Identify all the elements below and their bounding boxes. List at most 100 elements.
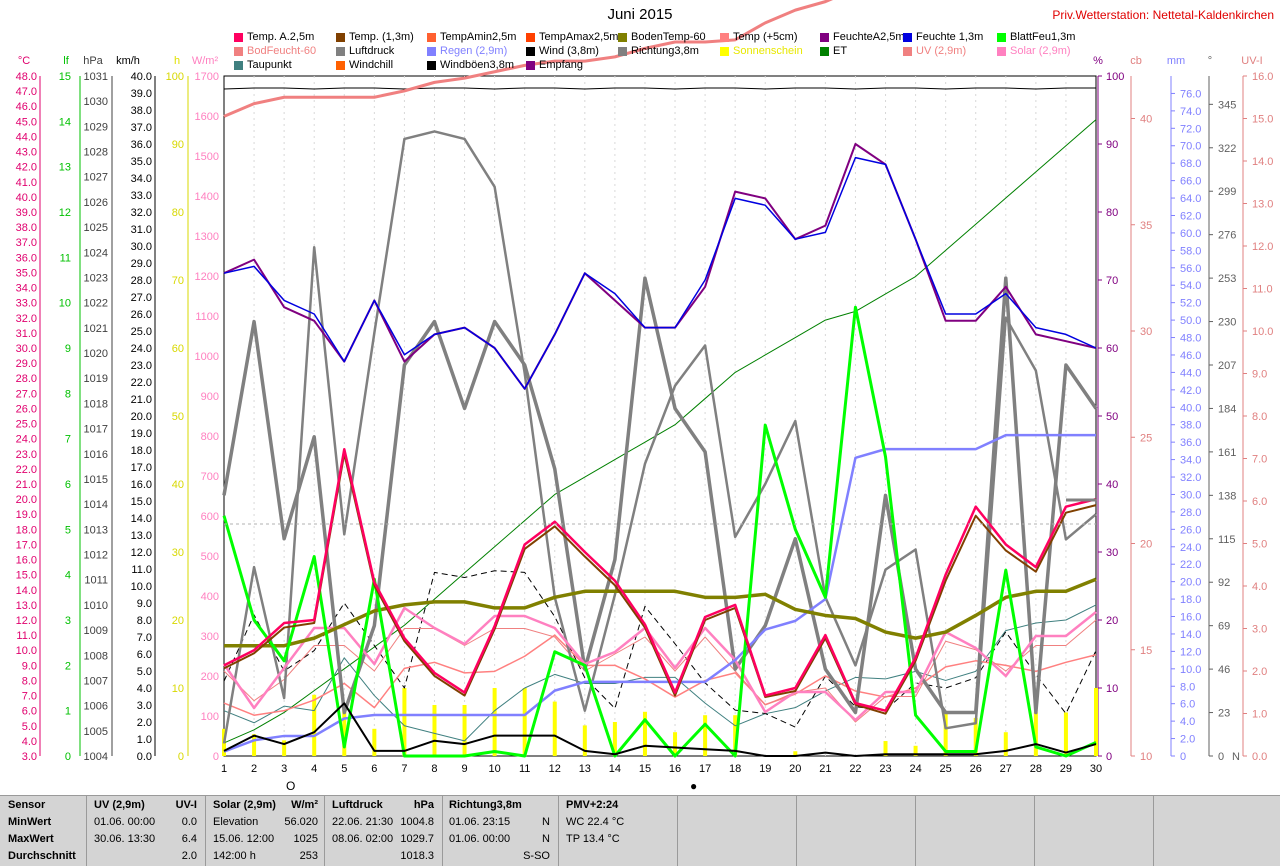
axis-tick-kmh: 19.0 [131, 428, 152, 440]
legend-swatch [820, 32, 829, 42]
axis-tick-temp: 7.0 [22, 691, 37, 703]
pressure-avg-value: 1018.3 [400, 850, 434, 862]
sunshine-bar [703, 715, 708, 756]
axis-tick-mm: 38.0 [1180, 420, 1201, 432]
x-tick-label: 16 [669, 763, 681, 775]
axis-tick-hpa: 1021 [84, 323, 108, 335]
axis-tick-kmh: 36.0 [131, 139, 152, 151]
axis-tick-mm: 46.0 [1180, 350, 1201, 362]
axis-tick-temp: 5.0 [22, 721, 37, 733]
axis-tick-mm: 26.0 [1180, 524, 1201, 536]
axis-tick-lf: 3 [65, 615, 71, 627]
pressure-min-value: 1004.8 [400, 816, 434, 828]
axis-tick-temp: 9.0 [22, 660, 37, 672]
axis-tick-temp: 31.0 [16, 328, 37, 340]
legend-label: ET [833, 45, 848, 57]
legend-swatch [820, 46, 829, 56]
axis-tick-temp: 39.0 [16, 207, 37, 219]
axis-tick-kmh: 27.0 [131, 292, 152, 304]
axis-tick-lf: 12 [59, 207, 71, 219]
axis-tick-deg-north: N [1232, 751, 1240, 763]
direction-header: Richtung3,8m [449, 799, 522, 811]
legend-label: Temp (+5cm) [733, 31, 798, 43]
legend-item: BodenTemp-60 [618, 31, 706, 43]
axis-tick-temp: 35.0 [16, 267, 37, 279]
solar-hours: 142:00 h [213, 850, 256, 862]
axis-tick-pct: 20 [1106, 615, 1118, 627]
axis-tick-mm: 16.0 [1180, 612, 1201, 624]
axis-tick-kmh: 32.0 [131, 207, 152, 219]
info-pressure-column: Luftdruck hPa 22.06. 21:30 1004.8 08.06. 0… [325, 796, 443, 866]
axis-tick-temp: 34.0 [16, 283, 37, 295]
axis-tick-kmh: 25.0 [131, 326, 152, 338]
axis-tick-lf: 5 [65, 524, 71, 536]
axis-tick-deg: 253 [1218, 273, 1236, 285]
axis-tick-wm2: 100 [201, 711, 219, 723]
axis-tick-hpa: 1007 [84, 675, 108, 687]
axis-tick-hpa: 1025 [84, 222, 108, 234]
legend-label: Luftdruck [349, 45, 395, 57]
axis-tick-mm: 20.0 [1180, 577, 1201, 589]
axis-tick-h: 50 [172, 411, 184, 423]
legend-label: BodFeucht-60 [247, 45, 317, 57]
sunshine-bar [462, 705, 467, 756]
axis-tick-hpa: 1008 [84, 650, 108, 662]
sunshine-bar [883, 741, 888, 756]
legend-swatch [336, 60, 345, 70]
x-tick-label: 19 [759, 763, 771, 775]
axis-tick-temp: 48.0 [16, 71, 37, 83]
info-uv-column: UV (2,9m) UV-I 01.06. 00:00 0.0 30.06. 13:… [87, 796, 206, 866]
axis-tick-kmh: 11.0 [131, 564, 152, 576]
axis-tick-hpa: 1022 [84, 298, 108, 310]
axis-tick-hpa: 1020 [84, 348, 108, 360]
uv-header: UV (2,9m) [94, 799, 145, 811]
axis-tick-kmh: 17.0 [131, 462, 152, 474]
axis-tick-uvi: 10.0 [1252, 326, 1273, 338]
axis-tick-deg: 184 [1218, 403, 1236, 415]
sunshine-bar [1003, 732, 1008, 756]
axis-tick-temp: 3.0 [22, 751, 37, 763]
axis-tick-temp: 33.0 [16, 298, 37, 310]
legend-item: TempAmin2,5m [427, 31, 516, 43]
legend-label: FeuchteA2,5m [833, 31, 905, 43]
axis-tick-h: 100 [166, 71, 184, 83]
axis-tick-h: 80 [172, 207, 184, 219]
legend-label: Windchill [349, 59, 394, 71]
axis-tick-hpa: 1016 [84, 449, 108, 461]
axis-tick-hpa: 1011 [84, 575, 108, 587]
axis-tick-wm2: 1100 [195, 311, 219, 323]
axis-tick-wm2: 0 [213, 751, 219, 763]
chart-title: Juni 2015 [607, 6, 673, 23]
legend-swatch [720, 46, 729, 56]
axis-tick-deg: 46 [1218, 664, 1230, 676]
series-et-line [223, 119, 1097, 744]
axis-tick-hpa: 1006 [84, 701, 108, 713]
label-max: MaxWert [8, 833, 54, 845]
axis-tick-temp: 42.0 [16, 162, 37, 174]
solar-avg-value: 253 [299, 850, 318, 862]
x-tick-label: 2 [251, 763, 257, 775]
axis-tick-wm2: 200 [201, 671, 219, 683]
axis-tick-mm: 36.0 [1180, 437, 1201, 449]
sunshine-bar [913, 745, 918, 756]
legend-swatch [526, 32, 535, 42]
legend-item: Solar (2,9m) [997, 45, 1071, 57]
moon-marker-icon: ● [690, 779, 698, 793]
axis-tick-temp: 11.0 [16, 630, 37, 642]
axis-tick-mm: 34.0 [1180, 455, 1201, 467]
axis-tick-deg: 207 [1218, 360, 1236, 372]
axis-tick-h: 90 [172, 139, 184, 151]
axis-tick-mm: 72.0 [1180, 123, 1201, 135]
sunshine-bar [372, 728, 377, 756]
axis-tick-pct: 10 [1106, 683, 1118, 695]
x-tick-label: 12 [549, 763, 561, 775]
legend-label: Richtung3,8m [631, 45, 699, 57]
legend-item: UV (2,9m) [903, 45, 966, 57]
axis-unit-label: % [1093, 55, 1103, 67]
sunshine-bar [282, 740, 287, 756]
direction-max-value: N [542, 833, 550, 845]
axis-tick-kmh: 2.0 [137, 717, 152, 729]
x-tick-label: 28 [1030, 763, 1042, 775]
pressure-header: Luftdruck [332, 799, 383, 811]
sunshine-bar [312, 694, 317, 756]
